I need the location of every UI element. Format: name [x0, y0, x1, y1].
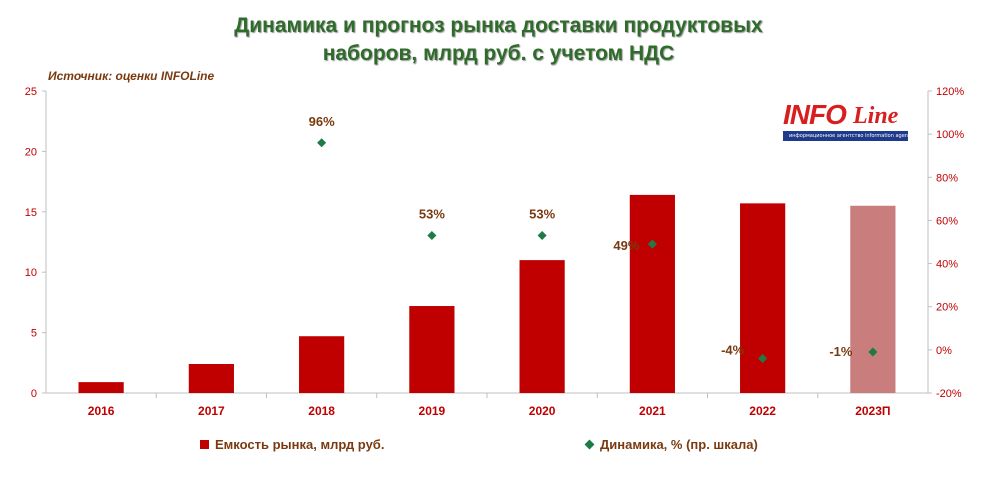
growth-data-label: 49%: [613, 238, 639, 253]
x-tick-label: 2017: [198, 404, 225, 418]
chart-title-line-1: Динамика и прогноз рынка доставки продук…: [234, 14, 763, 37]
bar: [188, 364, 234, 393]
x-tick-label: 2016: [88, 404, 115, 418]
logo-word-info: INFO: [783, 99, 847, 130]
logo-tagline-bar: информационное агентство information age…: [783, 131, 914, 141]
bar: [740, 203, 786, 393]
y2-tick-label: 80%: [936, 172, 958, 184]
y2-tick-label: -20%: [936, 388, 962, 400]
growth-data-label: -4%: [721, 342, 745, 357]
logo-tagline: информационное агентство information age…: [789, 133, 914, 139]
x-tick-label: 2020: [529, 404, 556, 418]
bar: [519, 260, 565, 393]
y-tick-label: 0: [31, 388, 37, 400]
bar: [78, 382, 124, 393]
y2-tick-label: 60%: [936, 215, 958, 227]
y-tick-label: 25: [25, 86, 37, 98]
y2-tick-label: 40%: [936, 259, 958, 271]
logo-word-line: Line: [853, 103, 899, 129]
growth-marker: [868, 347, 878, 357]
y-tick-label: 5: [31, 328, 37, 340]
growth-marker: [427, 231, 437, 241]
y2-tick-label: 20%: [936, 302, 958, 314]
legend-item-marker: Динамика, % (пр. шкала): [584, 437, 758, 452]
source-note: Источник: оценки INFOLine: [48, 69, 215, 83]
infoline-logo: INFO Line информационное агентство infor…: [783, 99, 914, 146]
y-tick-label: 10: [25, 267, 37, 279]
bar: [409, 306, 455, 393]
growth-marker: [317, 138, 327, 148]
chart-title-line-2: наборов, млрд руб. с учетом НДС: [322, 42, 675, 65]
chart-title: Динамика и прогноз рынка доставки продук…: [0, 12, 997, 68]
legend-marker-label: Динамика, % (пр. шкала): [600, 437, 758, 452]
y2-tick-label: 0%: [936, 345, 952, 357]
y2-tick-label: 120%: [936, 86, 964, 98]
bar: [299, 336, 345, 393]
bar: [629, 194, 675, 393]
x-tick-label: 2018: [308, 404, 335, 418]
growth-marker: [537, 231, 547, 241]
x-tick-label: 2022: [749, 404, 776, 418]
x-tick-label: 2023П: [855, 404, 890, 418]
growth-data-label: 53%: [419, 207, 445, 222]
y-tick-label: 15: [25, 207, 37, 219]
legend-bar-label: Емкость рынка, млрд руб.: [215, 437, 385, 452]
x-tick-label: 2021: [639, 404, 666, 418]
bar-forecast: [850, 205, 896, 393]
x-tick-label: 2019: [419, 404, 446, 418]
growth-data-label: 53%: [529, 207, 555, 222]
y-tick-label: 20: [25, 146, 37, 158]
y2-tick-label: 100%: [936, 129, 964, 141]
growth-data-label: 96%: [309, 114, 335, 129]
legend-item-bar: Емкость рынка, млрд руб.: [200, 437, 384, 452]
legend-bar-swatch: [200, 440, 209, 449]
legend-marker-swatch: [584, 439, 595, 450]
growth-data-label: -1%: [829, 344, 853, 359]
